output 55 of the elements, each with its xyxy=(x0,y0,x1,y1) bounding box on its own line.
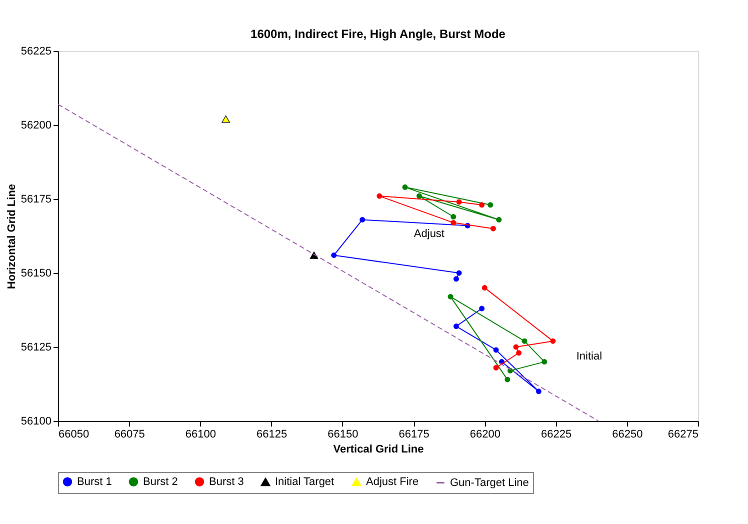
point xyxy=(456,270,462,276)
y-tick-label: 56200 xyxy=(20,120,52,132)
point xyxy=(504,376,510,382)
x-axis-title: Vertical Grid Line xyxy=(333,444,424,456)
point xyxy=(450,220,456,226)
x-tick-label: 66275 xyxy=(668,428,698,440)
x-tick-label: 66200 xyxy=(470,428,500,440)
annotation: Initial xyxy=(576,350,602,362)
chart-title: 1600m, Indirect Fire, High Angle, Burst Mode xyxy=(250,27,506,41)
point xyxy=(453,276,459,282)
point xyxy=(450,214,456,220)
point xyxy=(222,115,230,123)
x-tick-label: 66125 xyxy=(256,428,288,440)
x-tick-label: 66175 xyxy=(398,428,430,440)
y-tick-label: 56225 xyxy=(20,46,52,58)
x-tick-label: 66250 xyxy=(612,428,643,440)
y-tick-label: 56150 xyxy=(20,268,52,280)
legend-label: Burst 3 xyxy=(209,476,244,488)
point xyxy=(479,306,485,312)
point xyxy=(416,193,422,199)
point xyxy=(536,388,542,394)
legend-label: Adjust Fire xyxy=(366,476,419,488)
x-tick-label: 66050 xyxy=(58,428,90,440)
point xyxy=(522,338,528,344)
point xyxy=(490,226,496,232)
y-tick-label: 56175 xyxy=(20,194,52,206)
point xyxy=(493,347,499,353)
point xyxy=(456,199,462,205)
point xyxy=(542,359,548,365)
point xyxy=(331,252,337,258)
point xyxy=(516,350,522,356)
point xyxy=(479,202,485,208)
point xyxy=(550,338,556,344)
point xyxy=(448,294,454,300)
x-tick-label: 66100 xyxy=(185,428,216,440)
point xyxy=(453,324,459,330)
point xyxy=(496,216,502,222)
point xyxy=(513,344,519,350)
legend-label: Burst 1 xyxy=(77,476,112,488)
point xyxy=(488,202,494,208)
y-axis-title: Horizontal Grid Line xyxy=(6,184,18,290)
legend-label: Initial Target xyxy=(275,476,334,488)
point xyxy=(482,285,488,291)
point xyxy=(493,364,499,370)
legend-label: Gun-Target Line xyxy=(450,476,529,489)
y-tick-label: 56125 xyxy=(20,342,52,354)
x-tick-label: 66225 xyxy=(540,428,572,440)
y-tick-label: 56100 xyxy=(20,416,52,428)
x-tick-label: 66075 xyxy=(114,428,145,440)
point xyxy=(376,193,382,199)
point xyxy=(360,216,366,222)
x-tick-label: 66150 xyxy=(328,428,358,440)
point xyxy=(402,184,408,190)
annotation: Adjust xyxy=(414,228,444,240)
legend-label: Burst 2 xyxy=(143,476,178,488)
